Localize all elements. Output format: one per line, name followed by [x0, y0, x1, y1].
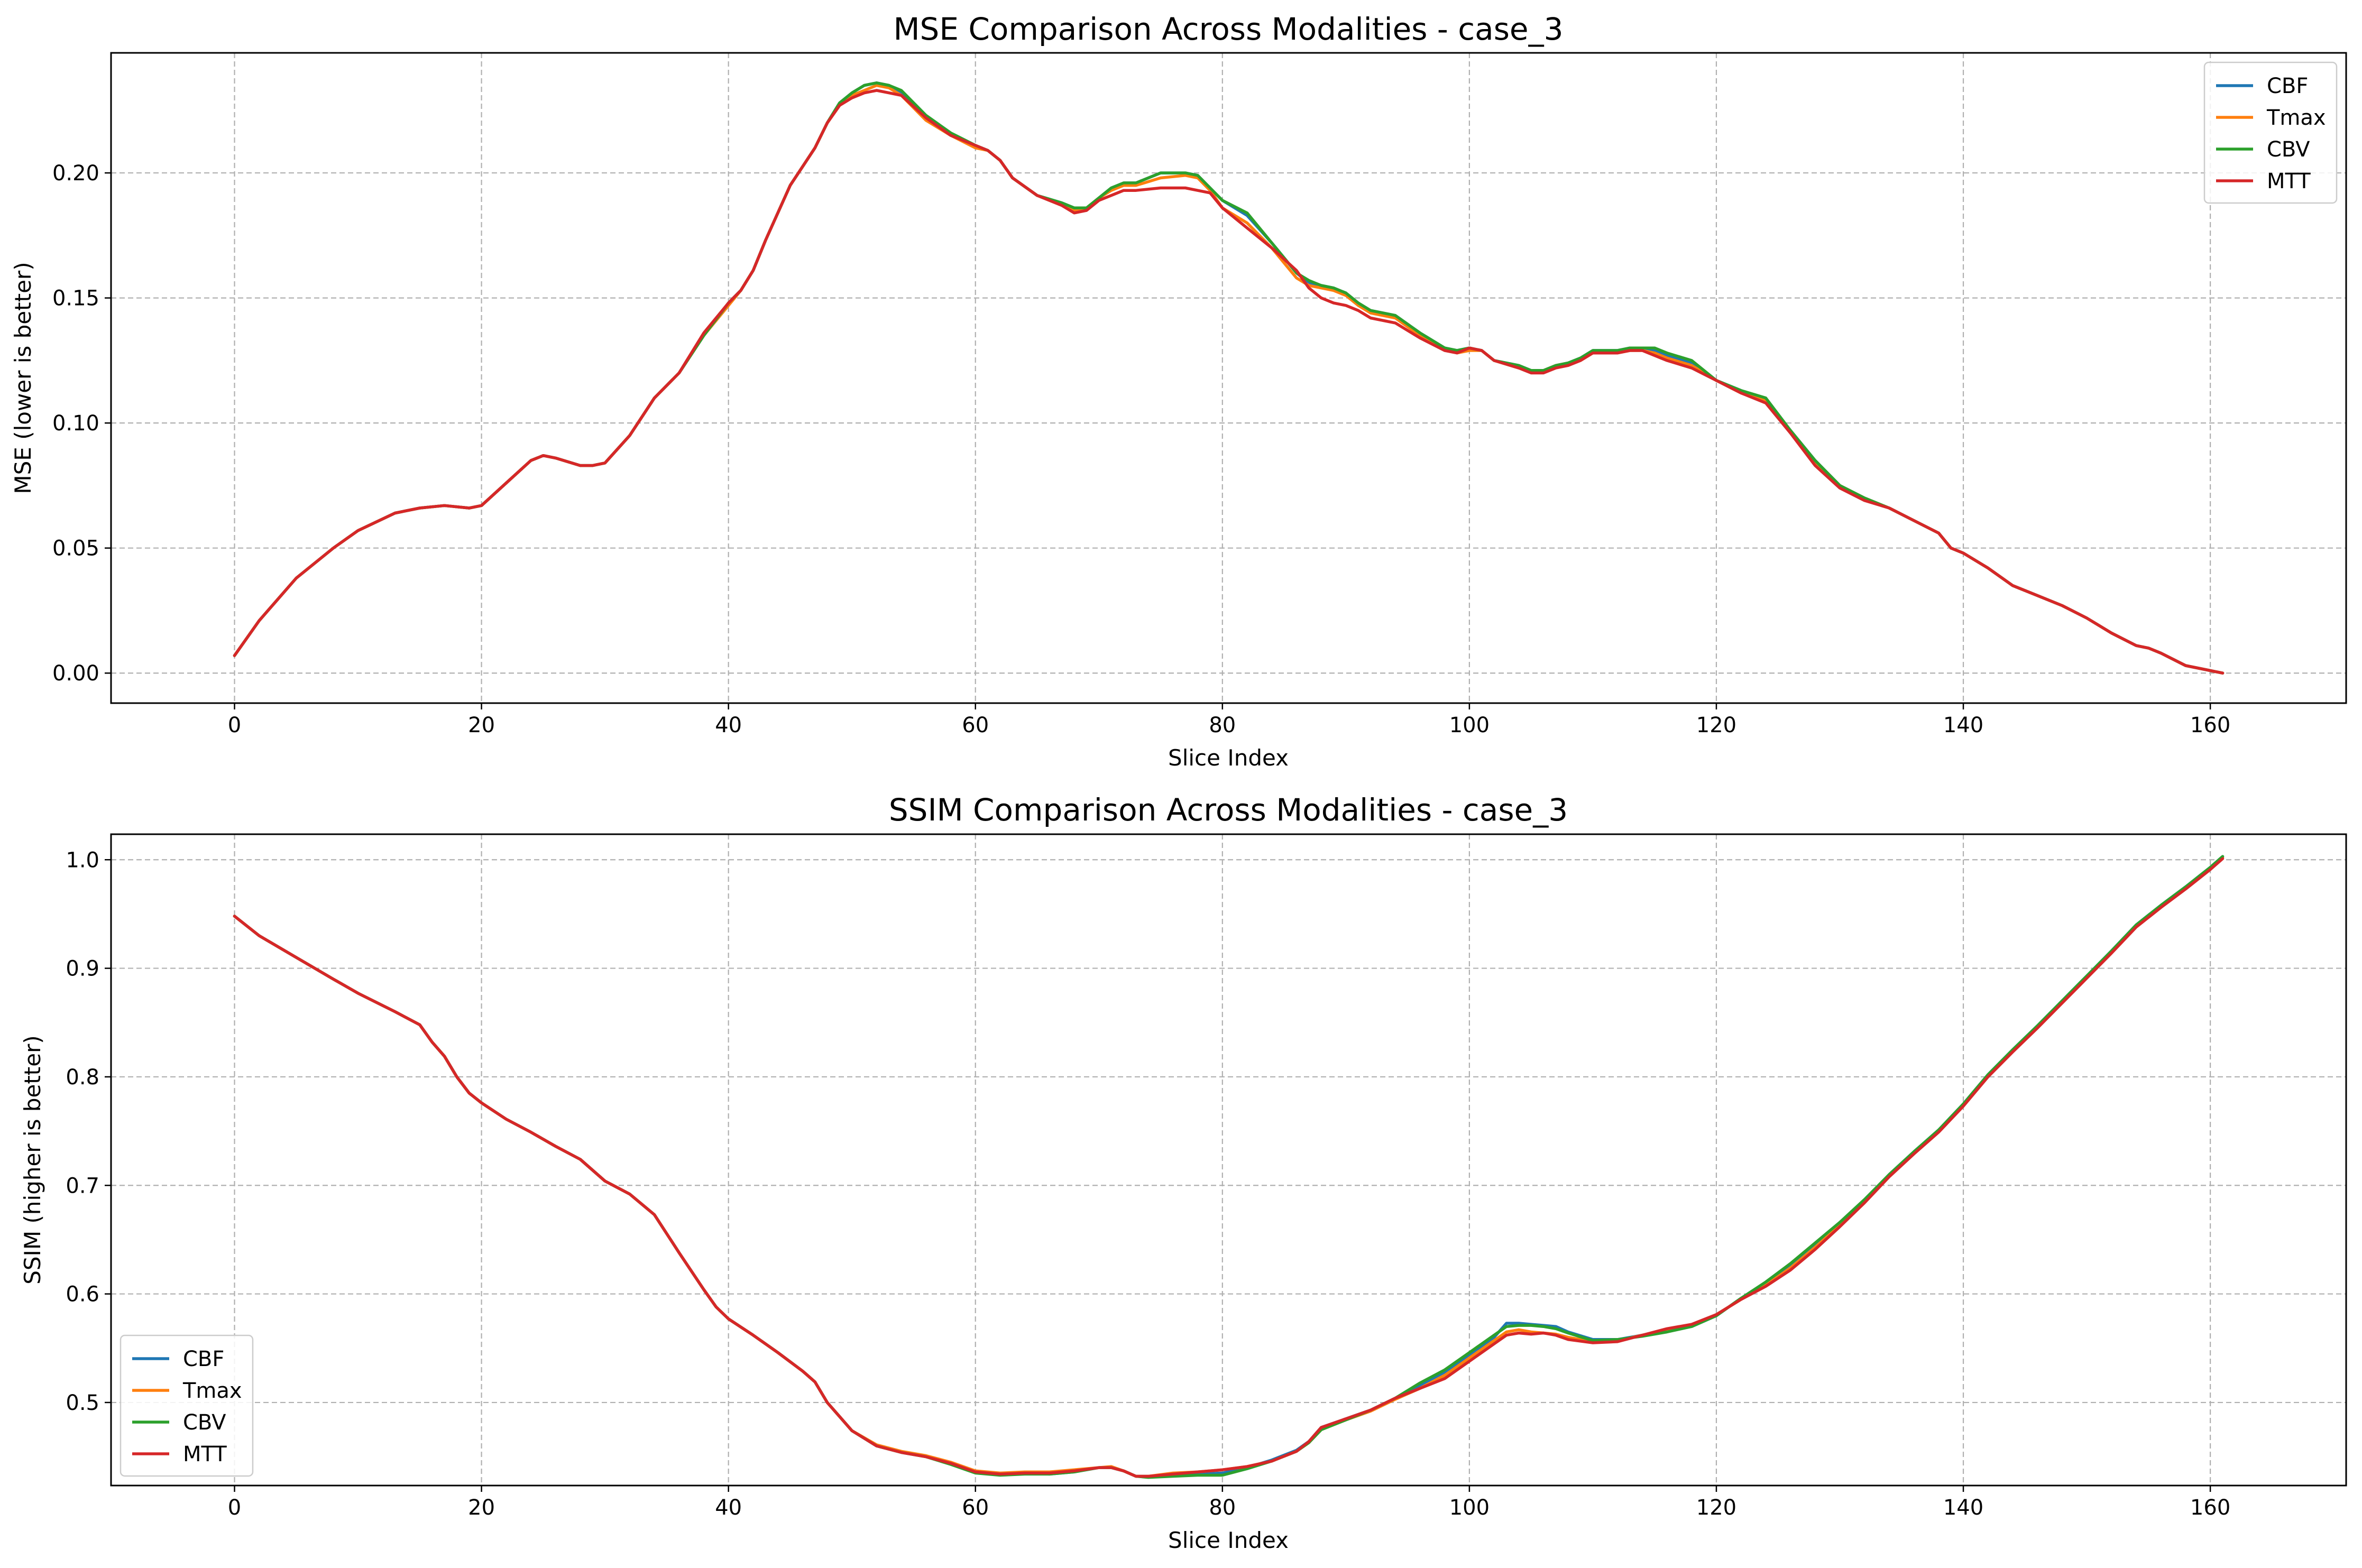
ssim-legend-label-mtt: MTT	[183, 1442, 227, 1466]
mse-y-tick-label: 0.10	[52, 411, 99, 436]
mse-legend: CBF Tmax CBV MTT	[2203, 61, 2338, 204]
ssim-y-tick-label: 0.7	[66, 1174, 99, 1198]
ssim-x-tick-label: 140	[1943, 1496, 1983, 1520]
ssim-y-tick-label: 0.9	[66, 957, 99, 981]
mse-legend-label-cbf: CBF	[2267, 74, 2308, 98]
mse-legend-label-tmax: Tmax	[2266, 106, 2326, 130]
mse-chart-title: MSE Comparison Across Modalities - case_…	[893, 11, 1563, 47]
mse-x-tick-label: 160	[2190, 713, 2230, 737]
mse-x-tick-label: 140	[1943, 713, 1983, 737]
mse-x-tick-label: 40	[715, 713, 742, 737]
mse-legend-label-cbv: CBV	[2267, 137, 2310, 162]
mse-ticks: 0 20 40 60 80 100 120 140 160 0.00 0.05 0.10 0.15 0.2…	[52, 161, 2230, 737]
ssim-legend-label-cbv: CBV	[183, 1410, 226, 1435]
mse-legend-label-mtt: MTT	[2267, 169, 2311, 193]
mse-series	[233, 81, 2225, 675]
ssim-axes-frame	[110, 833, 2347, 1487]
mse-gridlines	[111, 53, 2346, 703]
ssim-x-axis-label: Slice Index	[1168, 1527, 1289, 1553]
mse-series-line-mtt	[233, 89, 2225, 675]
mse-y-axis-label: MSE (lower is better)	[10, 262, 36, 494]
ssim-y-tick-label: 0.5	[66, 1391, 99, 1415]
mse-y-tick-label: 0.00	[52, 661, 99, 686]
mse-x-tick-label: 120	[1696, 713, 1736, 737]
ssim-x-tick-label: 120	[1696, 1496, 1736, 1520]
mse-x-tick-label: 60	[962, 713, 989, 737]
ssim-x-tick-label: 0	[228, 1496, 241, 1520]
ssim-x-tick-label: 80	[1209, 1496, 1236, 1520]
mse-x-tick-label: 80	[1209, 713, 1236, 737]
ssim-chart-title: SSIM Comparison Across Modalities - case…	[889, 792, 1568, 828]
ssim-gridlines	[111, 834, 2346, 1486]
ssim-y-tick-label: 0.6	[66, 1283, 99, 1307]
ssim-series-line-mtt	[233, 857, 2225, 1478]
ssim-series	[233, 855, 2225, 1479]
mse-x-tick-label: 100	[1449, 713, 1490, 737]
ssim-legend-label-tmax: Tmax	[182, 1379, 242, 1403]
mse-axes-frame	[110, 52, 2347, 704]
ssim-x-tick-label: 40	[715, 1496, 742, 1520]
mse-legend-box	[2203, 61, 2338, 204]
ssim-y-axis-label: SSIM (higher is better)	[20, 1035, 45, 1285]
ssim-x-tick-label: 60	[962, 1496, 989, 1520]
ssim-ticks: 0 20 40 60 80 100 120 140 160 0.5 0.6 0.7 0.8 0.9 1.0	[66, 848, 2230, 1520]
mse-y-tick-label: 0.05	[52, 537, 99, 561]
ssim-x-tick-label: 20	[468, 1496, 495, 1520]
mse-x-tick-label: 0	[228, 713, 241, 737]
mse-chart: MSE Comparison Across Modalities - case_…	[10, 11, 2347, 771]
ssim-y-tick-label: 0.8	[66, 1065, 99, 1090]
ssim-x-tick-label: 100	[1449, 1496, 1490, 1520]
ssim-x-tick-label: 160	[2190, 1496, 2230, 1520]
ssim-legend: CBF Tmax CBV MTT	[120, 1334, 254, 1477]
ssim-legend-label-cbf: CBF	[183, 1347, 224, 1371]
ssim-chart: SSIM Comparison Across Modalities - case…	[20, 792, 2347, 1553]
mse-x-axis-label: Slice Index	[1168, 745, 1289, 771]
ssim-y-tick-label: 1.0	[66, 848, 99, 872]
mse-x-tick-label: 20	[468, 713, 495, 737]
mse-y-tick-label: 0.15	[52, 287, 99, 311]
ssim-legend-box	[120, 1334, 254, 1477]
mse-y-tick-label: 0.20	[52, 161, 99, 186]
